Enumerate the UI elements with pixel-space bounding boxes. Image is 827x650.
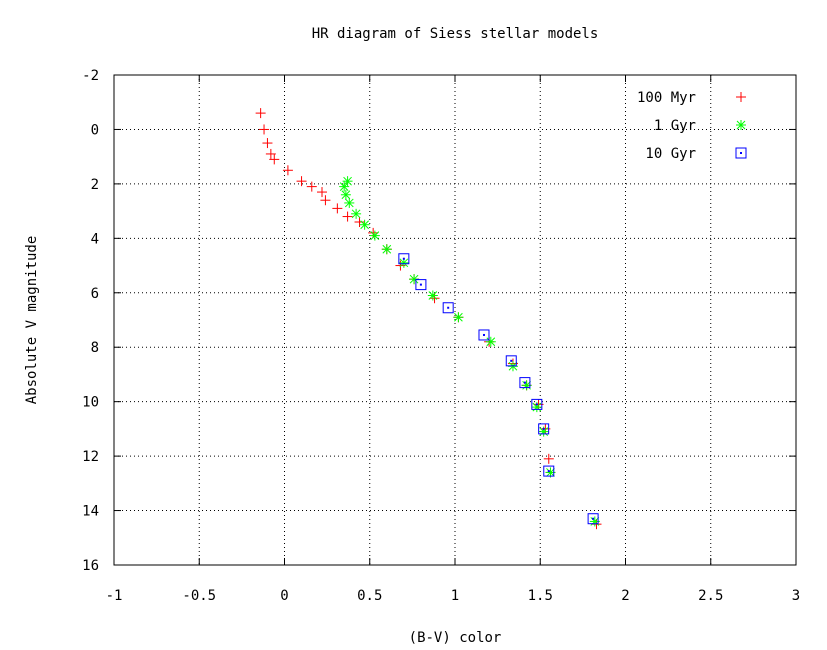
box-marker bbox=[505, 355, 517, 367]
plus-marker bbox=[259, 124, 270, 135]
y-axis-label: Absolute V magnitude bbox=[24, 236, 40, 405]
legend-markers bbox=[735, 92, 747, 159]
legend-label-100-myr: 100 Myr bbox=[637, 90, 696, 106]
x-tick-label: 1.5 bbox=[528, 588, 553, 604]
y-tick-label: 2 bbox=[91, 177, 99, 193]
y-tick-label: 0 bbox=[91, 122, 99, 138]
y-tick-label: -2 bbox=[82, 68, 99, 84]
legend-plus-marker bbox=[736, 92, 746, 102]
y-tick-labels: -2 0 2 4 6 8 10 12 14 16 bbox=[82, 68, 99, 574]
box-marker bbox=[398, 253, 410, 265]
data-markers bbox=[255, 108, 602, 530]
series-100-myr bbox=[255, 108, 602, 530]
plus-marker bbox=[265, 148, 276, 159]
plus-marker bbox=[317, 187, 328, 198]
plus-marker bbox=[342, 211, 353, 222]
plus-marker bbox=[368, 227, 379, 238]
legend-label-1-gyr: 1 Gyr bbox=[654, 118, 696, 134]
box-marker bbox=[531, 398, 543, 410]
x-tick-label: 3 bbox=[792, 588, 800, 604]
star-marker bbox=[369, 230, 380, 241]
plus-marker bbox=[306, 181, 317, 192]
y-tick-label: 4 bbox=[91, 231, 99, 247]
series-10-gyr bbox=[398, 253, 599, 525]
star-marker bbox=[427, 290, 438, 301]
x-tick-label: -0.5 bbox=[182, 588, 216, 604]
star-marker bbox=[339, 181, 350, 192]
box-marker bbox=[519, 377, 531, 389]
star-marker bbox=[344, 197, 355, 208]
box-marker bbox=[442, 302, 454, 314]
star-marker bbox=[340, 189, 351, 200]
y-tick-label: 16 bbox=[82, 558, 99, 574]
plus-marker bbox=[282, 165, 293, 176]
series-1-gyr bbox=[339, 176, 600, 527]
x-tick-label: 0 bbox=[280, 588, 288, 604]
y-tick-label: 6 bbox=[91, 286, 99, 302]
star-marker bbox=[351, 208, 362, 219]
star-marker bbox=[453, 312, 464, 323]
star-marker bbox=[381, 244, 392, 255]
star-marker bbox=[342, 176, 353, 187]
box-marker bbox=[543, 465, 555, 477]
x-tick-labels: -1 -0.5 0 0.5 1 1.5 2 2.5 3 bbox=[106, 588, 801, 604]
legend-star-marker bbox=[736, 120, 746, 130]
plus-marker bbox=[255, 108, 266, 119]
x-tick-label: 2.5 bbox=[698, 588, 723, 604]
box-marker bbox=[587, 513, 599, 525]
star-marker bbox=[359, 219, 370, 230]
x-tick-label: 0.5 bbox=[357, 588, 382, 604]
x-tick-label: 2 bbox=[621, 588, 629, 604]
x-axis-label: (B-V) color bbox=[409, 630, 502, 646]
plus-marker bbox=[543, 453, 554, 464]
legend: 100 Myr 1 Gyr 10 Gyr bbox=[637, 90, 747, 162]
chart-title: HR diagram of Siess stellar models bbox=[312, 26, 599, 42]
legend-box-marker bbox=[735, 147, 747, 159]
box-marker bbox=[478, 329, 490, 341]
legend-label-10-gyr: 10 Gyr bbox=[645, 146, 696, 162]
plus-marker bbox=[332, 203, 343, 214]
plus-marker bbox=[429, 293, 440, 304]
plus-marker bbox=[320, 195, 331, 206]
box-marker bbox=[538, 423, 550, 435]
y-tick-label: 12 bbox=[82, 449, 99, 465]
x-tick-label: -1 bbox=[106, 588, 123, 604]
y-tick-label: 8 bbox=[91, 340, 99, 356]
plus-marker bbox=[262, 138, 273, 149]
y-tick-label: 14 bbox=[82, 504, 99, 520]
x-tick-label: 1 bbox=[451, 588, 459, 604]
star-marker bbox=[485, 336, 496, 347]
box-marker bbox=[415, 279, 427, 291]
plus-marker bbox=[296, 176, 307, 187]
axis-ticks bbox=[113, 74, 797, 566]
plus-marker bbox=[269, 154, 280, 165]
plus-marker bbox=[354, 217, 365, 227]
y-tick-label: 10 bbox=[82, 395, 99, 411]
